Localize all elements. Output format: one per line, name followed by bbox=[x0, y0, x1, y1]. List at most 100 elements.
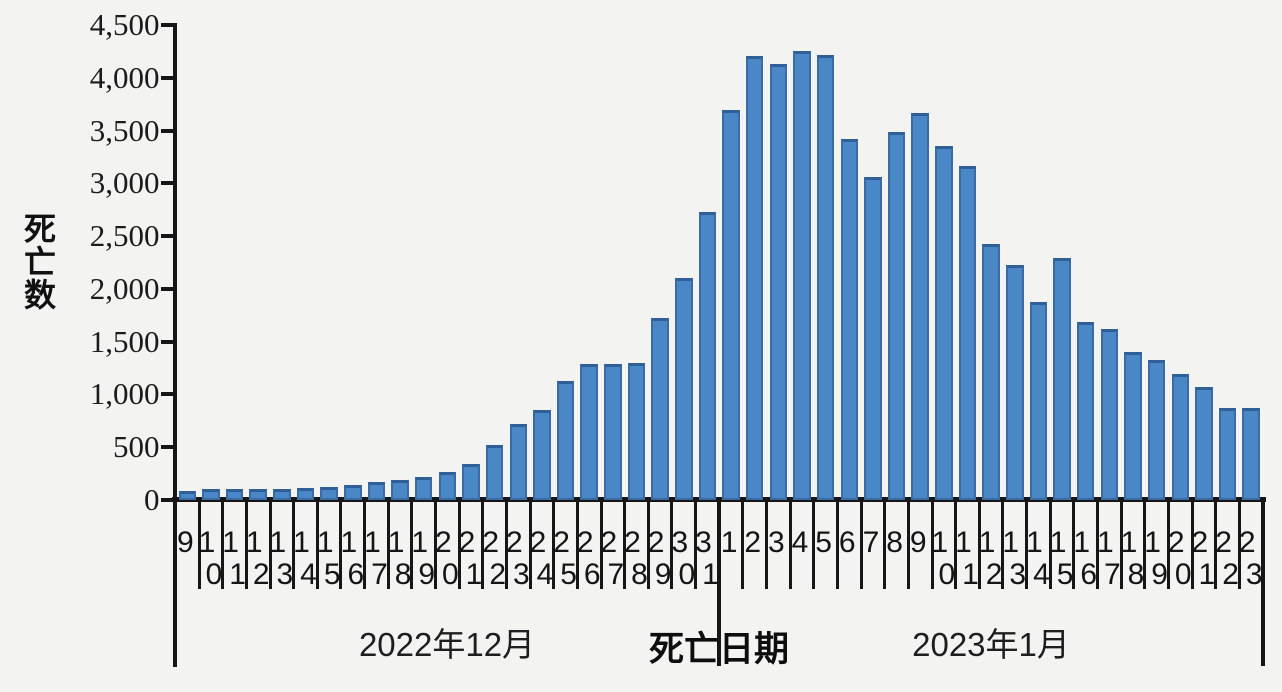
x-tick-label: 2 bbox=[1191, 526, 1209, 559]
bar-dec-18 bbox=[391, 479, 409, 500]
bar-jan-4 bbox=[793, 51, 811, 500]
bar-jan-20 bbox=[1171, 374, 1189, 500]
x-tick-label: 3 bbox=[1009, 558, 1027, 591]
x-tick-label: 1 bbox=[387, 526, 405, 559]
bar-jan-14 bbox=[1029, 302, 1048, 500]
day-separator bbox=[1237, 500, 1241, 589]
day-separator bbox=[1025, 500, 1029, 589]
x-tick-label: 1 bbox=[1073, 526, 1091, 559]
day-separator bbox=[197, 500, 201, 589]
x-tick-label: 2 bbox=[458, 526, 476, 559]
bar-dec-23 bbox=[509, 424, 528, 500]
bar-jan-16 bbox=[1076, 321, 1095, 500]
day-separator bbox=[812, 500, 816, 589]
x-tick-label: 0 bbox=[938, 558, 956, 591]
day-separator bbox=[694, 500, 698, 589]
day-separator bbox=[623, 500, 627, 589]
x-tick-label: 2 bbox=[1167, 526, 1185, 559]
bar-jan-8 bbox=[887, 132, 906, 500]
bar-dec-21 bbox=[462, 463, 480, 500]
y-tick-mark bbox=[160, 234, 176, 239]
y-tick-mark bbox=[160, 339, 176, 344]
bar-jan-15 bbox=[1053, 257, 1071, 500]
y-tick-label: 3,500 bbox=[89, 112, 160, 148]
x-tick-label: 1 bbox=[198, 526, 216, 559]
x-tick-label: 1 bbox=[720, 526, 738, 559]
bar-jan-9 bbox=[911, 112, 929, 500]
day-separator bbox=[835, 500, 839, 589]
day-separator bbox=[1048, 500, 1052, 589]
day-separator bbox=[1096, 500, 1099, 589]
x-tick-label: 4 bbox=[536, 558, 554, 591]
bar-dec-24 bbox=[533, 409, 551, 500]
x-tick-label: 7 bbox=[607, 558, 625, 591]
bar-jan-12 bbox=[982, 243, 1000, 500]
x-tick-label: 2 bbox=[435, 526, 452, 559]
y-tick-mark bbox=[160, 75, 176, 80]
month-separator bbox=[717, 500, 722, 666]
x-tick-label: 1 bbox=[364, 526, 381, 559]
x-tick-label: 3 bbox=[276, 558, 294, 591]
day-separator bbox=[244, 500, 248, 589]
y-tick-label: 1,000 bbox=[89, 376, 160, 412]
day-separator bbox=[457, 500, 461, 589]
bar-dec-13 bbox=[273, 488, 291, 500]
day-separator bbox=[1166, 500, 1170, 589]
day-separator bbox=[410, 500, 414, 589]
x-tick-label: 5 bbox=[323, 558, 341, 591]
x-tick-label: 9 bbox=[654, 558, 672, 591]
x-tick-label: 2 bbox=[985, 558, 1003, 591]
day-separator bbox=[552, 500, 556, 589]
x-tick-label: 8 bbox=[631, 558, 648, 591]
x-tick-label: 8 bbox=[886, 526, 903, 559]
day-separator bbox=[930, 500, 934, 589]
x-axis-title: 死亡日期 bbox=[648, 630, 789, 669]
day-separator bbox=[504, 500, 508, 589]
x-tick-label: 0 bbox=[205, 558, 223, 591]
bar-jan-13 bbox=[1006, 264, 1024, 500]
x-tick-label: 3 bbox=[1245, 558, 1263, 591]
x-tick-label: 6 bbox=[347, 558, 365, 591]
bar-jan-3 bbox=[769, 64, 788, 500]
x-tick-label: 0 bbox=[442, 558, 459, 591]
bar-dec-15 bbox=[320, 486, 338, 500]
bar-dec-31 bbox=[698, 212, 717, 500]
day-separator bbox=[1143, 500, 1147, 589]
day-separator bbox=[1119, 500, 1123, 589]
x-tick-label: 5 bbox=[815, 526, 832, 559]
x-tick-label: 7 bbox=[371, 558, 388, 591]
y-tick-mark bbox=[160, 445, 176, 450]
day-separator bbox=[434, 500, 438, 589]
x-tick-label: 2 bbox=[529, 526, 547, 559]
x-tick-label: 9 bbox=[176, 526, 194, 559]
y-axis-line bbox=[173, 23, 177, 667]
x-tick-label: 1 bbox=[1002, 526, 1020, 559]
axis-right-end-line bbox=[1261, 500, 1265, 666]
x-tick-label: 1 bbox=[222, 526, 239, 559]
day-separator bbox=[363, 500, 367, 589]
bar-dec-12 bbox=[249, 489, 267, 500]
x-tick-label: 1 bbox=[269, 526, 287, 559]
x-tick-label: 5 bbox=[560, 558, 577, 591]
day-separator bbox=[481, 500, 485, 589]
y-tick-mark bbox=[160, 392, 176, 397]
x-axis-line bbox=[172, 497, 1266, 502]
bar-dec-16 bbox=[344, 485, 362, 500]
x-tick-label: 9 bbox=[418, 558, 436, 591]
bar-jan-18 bbox=[1124, 352, 1142, 500]
x-tick-label: 2 bbox=[624, 526, 641, 559]
day-separator bbox=[1190, 500, 1194, 589]
bar-dec-9 bbox=[178, 490, 197, 500]
bar-dec-10 bbox=[202, 488, 220, 500]
bar-jan-7 bbox=[864, 177, 882, 500]
y-tick-mark bbox=[160, 498, 176, 502]
x-tick-label: 2 bbox=[600, 526, 618, 559]
day-separator bbox=[315, 500, 319, 589]
y-tick-label: 4,500 bbox=[89, 7, 160, 42]
x-tick-label: 9 bbox=[1151, 558, 1168, 591]
y-tick-mark bbox=[160, 181, 176, 186]
bar-jan-5 bbox=[816, 54, 835, 500]
day-separator bbox=[646, 500, 650, 589]
day-separator bbox=[339, 500, 343, 589]
